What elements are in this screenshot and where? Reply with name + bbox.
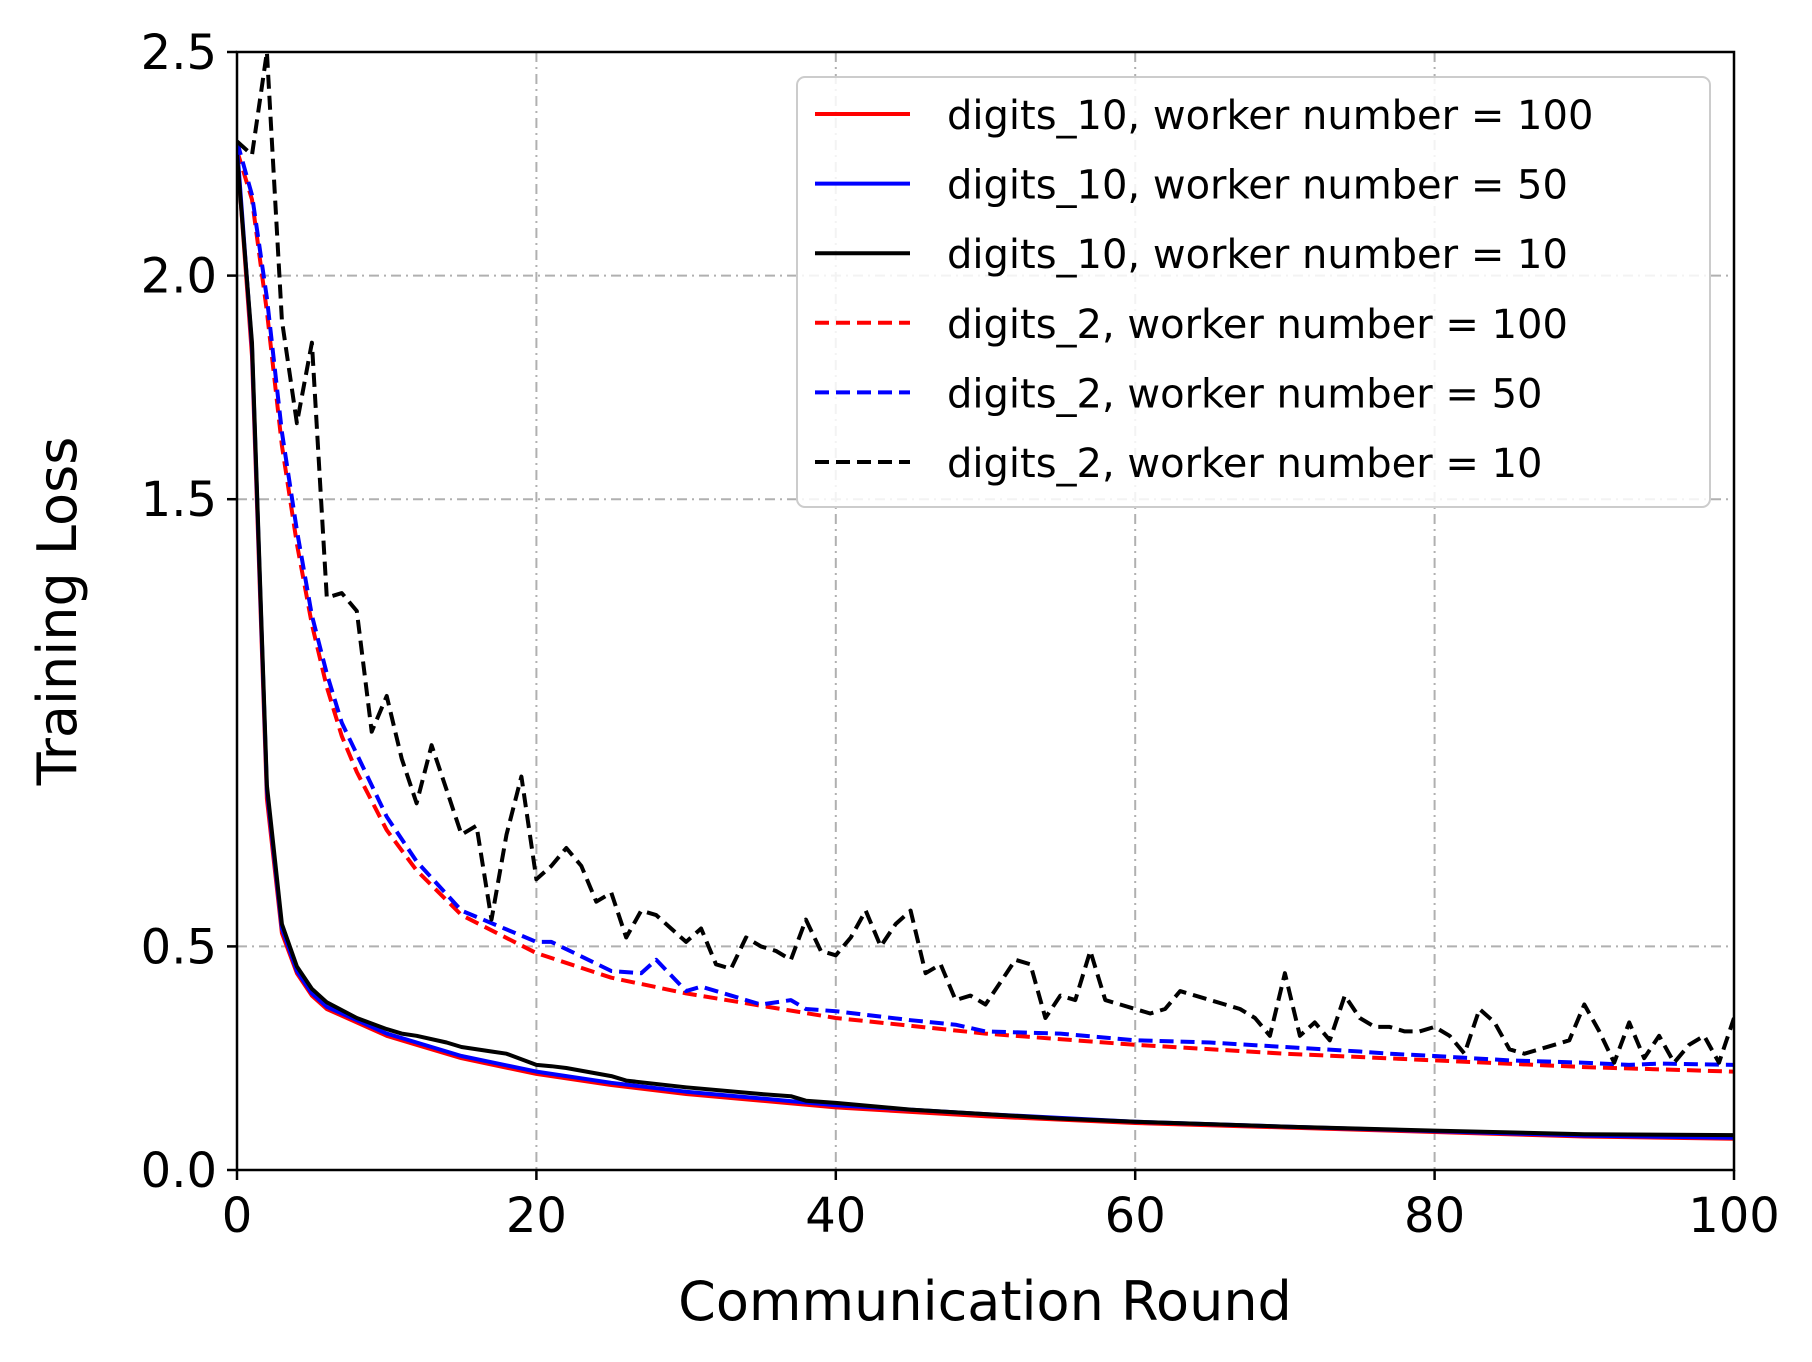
- x-tick-label: 0: [222, 1188, 253, 1244]
- series-line-2: [237, 154, 1734, 1138]
- x-tick-label: 40: [805, 1188, 866, 1244]
- y-axis-label: Training Loss: [26, 437, 89, 787]
- legend: digits_10, worker number = 100 digits_10,…: [796, 76, 1711, 508]
- y-tick-label: 2.0: [141, 249, 217, 305]
- x-tick-label: 60: [1105, 1188, 1166, 1244]
- x-tick-label: 20: [506, 1188, 567, 1244]
- y-tick-label: 0.0: [141, 1143, 217, 1199]
- plot-frame: [235, 50, 1736, 1172]
- x-tick-label: 100: [1688, 1188, 1780, 1244]
- axis-ticks: 0 20 40 60 80 100 0.0 0.5 1.5 2.0 2.5: [141, 25, 1780, 1244]
- series-lines: [237, 52, 1734, 1141]
- series-line-4: [237, 140, 1734, 1067]
- legend-label: digits_2, worker number = 100: [947, 302, 1568, 348]
- legend-box: [796, 76, 1711, 508]
- legend-label: digits_10, worker number = 50: [947, 163, 1568, 209]
- legend-label: digits_2, worker number = 10: [947, 441, 1543, 487]
- y-tick-label: 1.5: [141, 472, 217, 528]
- series-line-3: [237, 149, 1734, 1074]
- series-line-5: [237, 52, 1734, 1065]
- legend-label: digits_10, worker number = 100: [947, 93, 1593, 139]
- legend-label: digits_10, worker number = 10: [947, 232, 1568, 278]
- y-tick-label: 2.5: [141, 25, 217, 81]
- y-tick-label: 0.5: [141, 919, 217, 975]
- x-axis-label: Communication Round: [678, 1270, 1292, 1333]
- x-tick-label: 80: [1404, 1188, 1465, 1244]
- legend-label: digits_2, worker number = 50: [947, 371, 1543, 417]
